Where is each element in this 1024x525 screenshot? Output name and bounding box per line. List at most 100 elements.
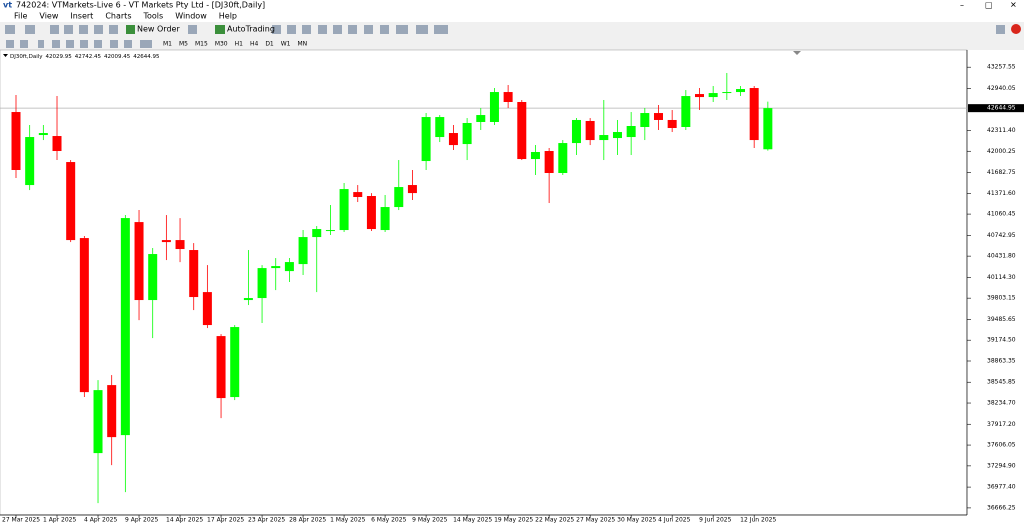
timeframe[interactable]: H4 — [250, 41, 259, 48]
candle-body — [339, 189, 349, 231]
chart-shift-marker[interactable] — [793, 51, 801, 55]
icon[interactable] — [188, 25, 197, 34]
timeframe[interactable]: M15 — [195, 41, 208, 48]
candle-body — [11, 112, 21, 170]
candle-body — [325, 230, 335, 232]
candle-body — [79, 238, 89, 393]
timeframe[interactable]: M5 — [179, 41, 188, 48]
candle-body — [161, 240, 171, 243]
icon[interactable] — [94, 25, 103, 34]
menu-item[interactable]: Charts — [105, 12, 131, 21]
menu-bar — [0, 10, 1024, 22]
chart-header: DJ30ft,Daily 42029.95 42742.45 42009.45 4264… — [10, 54, 160, 60]
icon[interactable] — [215, 25, 225, 34]
candle-body — [489, 92, 499, 122]
x-tick-label: 22 May 2025 — [535, 517, 574, 524]
icon[interactable] — [333, 25, 342, 34]
menu-item[interactable]: Window — [175, 12, 207, 21]
icon[interactable] — [64, 25, 73, 34]
candle-body — [599, 135, 609, 141]
icon[interactable] — [50, 25, 59, 34]
icon[interactable] — [396, 25, 408, 34]
candle-body — [736, 89, 746, 93]
icon[interactable] — [52, 40, 60, 48]
y-tick-label: 43257.55 — [987, 64, 1016, 71]
y-tick-label: 42940.05 — [987, 85, 1016, 92]
icon[interactable] — [38, 40, 44, 48]
icon[interactable] — [364, 25, 373, 34]
header-value: 42644.95 — [133, 54, 160, 60]
y-tick-label: 41682.75 — [987, 169, 1016, 176]
timeframe[interactable]: M30 — [215, 41, 228, 48]
timeframe[interactable]: H1 — [235, 41, 244, 48]
x-tick-label: 4 Jun 2025 — [658, 517, 690, 524]
candle-body — [421, 117, 431, 162]
timeframe[interactable]: D1 — [265, 41, 274, 48]
y-tick-label: 40431.80 — [987, 253, 1016, 260]
x-tick-label: 27 May 2025 — [576, 517, 615, 524]
icon[interactable] — [126, 25, 135, 34]
candle-body — [134, 222, 144, 301]
icon[interactable] — [124, 40, 132, 48]
menu-item[interactable]: Tools — [142, 12, 163, 21]
icon[interactable] — [318, 25, 327, 34]
menu-item[interactable]: Help — [219, 12, 237, 21]
x-tick-label: 27 Mar 2025 — [2, 517, 40, 524]
y-tick-label: 39174.50 — [987, 337, 1016, 344]
icon[interactable] — [80, 40, 88, 48]
icon[interactable] — [20, 40, 28, 48]
candle-body — [257, 268, 267, 299]
icon[interactable] — [66, 40, 74, 48]
x-tick-label: 14 May 2025 — [453, 517, 492, 524]
candle-body — [448, 133, 458, 146]
candle-body — [708, 93, 718, 98]
timeframe[interactable]: W1 — [281, 41, 291, 48]
menu-item[interactable]: File — [14, 12, 27, 21]
search[interactable] — [996, 25, 1005, 34]
candle-body — [435, 117, 445, 138]
y-tick-label: 40742.95 — [987, 232, 1016, 239]
x-tick-label: 12 Jun 2025 — [740, 517, 776, 524]
time-axis — [0, 515, 1024, 525]
icon[interactable] — [5, 25, 15, 34]
candle-body — [380, 207, 390, 231]
timeframe[interactable]: M1 — [163, 41, 172, 48]
icon[interactable] — [140, 40, 152, 48]
candle-body — [612, 132, 622, 139]
notifications[interactable] — [1011, 24, 1021, 34]
y-tick-label: 37917.20 — [987, 421, 1016, 428]
current-price-box — [968, 104, 1024, 113]
icon[interactable] — [302, 25, 311, 34]
icon[interactable] — [110, 40, 118, 48]
icon[interactable] — [416, 25, 428, 34]
candle-body — [189, 250, 199, 298]
timeframe[interactable]: MN — [298, 41, 308, 48]
icon[interactable] — [94, 40, 102, 48]
candle-body — [571, 119, 581, 144]
header-arrow — [3, 54, 8, 57]
icon[interactable] — [25, 25, 35, 34]
icon[interactable] — [79, 25, 88, 34]
icon[interactable] — [348, 25, 357, 34]
candle-body — [25, 137, 35, 186]
icon[interactable] — [272, 25, 281, 34]
menu-item[interactable]: View — [39, 12, 58, 21]
candle-body — [558, 143, 568, 174]
new-order[interactable]: New Order — [137, 25, 180, 34]
icon[interactable] — [6, 40, 14, 48]
icon[interactable] — [380, 25, 389, 34]
candle-body — [530, 152, 540, 160]
candle-body — [148, 254, 158, 301]
minimize[interactable]: – — [960, 1, 964, 10]
close[interactable]: ✕ — [1010, 1, 1017, 10]
menu-item[interactable]: Insert — [70, 12, 93, 21]
y-tick-label: 40114.30 — [987, 274, 1016, 281]
icon[interactable] — [287, 25, 296, 34]
auto-trading[interactable]: AutoTrading — [227, 25, 275, 34]
maximize[interactable]: □ — [985, 1, 993, 10]
icon[interactable] — [109, 25, 118, 34]
icon[interactable] — [434, 25, 448, 34]
candle-body — [544, 151, 554, 174]
candle-body — [640, 113, 650, 128]
